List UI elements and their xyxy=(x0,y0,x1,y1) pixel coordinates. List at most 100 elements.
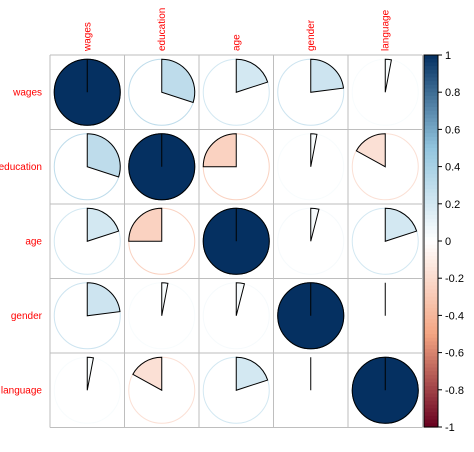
pie-cell-education-education xyxy=(128,133,196,201)
colorbar-tick-label: 0 xyxy=(445,236,451,248)
colorbar-swatch xyxy=(424,136,438,142)
pie-cell-language-education xyxy=(128,356,196,424)
pie-slice xyxy=(310,133,318,167)
colorbar-swatch xyxy=(424,356,438,361)
colorbar-swatch xyxy=(424,181,438,186)
colorbar-tick-label: -0.6 xyxy=(445,348,464,360)
col-label-gender: gender xyxy=(306,19,317,51)
pie-cell-age-language xyxy=(351,207,419,275)
colorbar-swatch xyxy=(424,386,438,391)
pie-cell-language-age xyxy=(202,356,270,424)
colorbar-swatch xyxy=(424,81,438,86)
pie-cell-gender-language xyxy=(351,282,419,350)
colorbar-swatch xyxy=(424,200,438,205)
colorbar-swatch xyxy=(424,192,438,197)
colorbar-swatch xyxy=(424,289,438,294)
colorbar-swatch xyxy=(424,129,438,134)
colorbar-swatch xyxy=(424,248,438,253)
row-label-education: education xyxy=(0,162,42,173)
colorbar-swatch xyxy=(424,237,438,242)
pie-slice xyxy=(310,58,345,93)
pie-cell-wages-education xyxy=(128,58,196,126)
pie-slice xyxy=(235,356,269,391)
colorbar-swatch xyxy=(424,397,438,402)
pie-cell-education-age xyxy=(202,133,270,201)
pie-cell-education-language xyxy=(351,133,419,201)
colorbar-swatch xyxy=(424,188,438,194)
colorbar-swatch xyxy=(424,341,438,346)
col-label-language: language xyxy=(380,9,391,51)
pie-cell-gender-wages xyxy=(53,282,121,350)
pie-slice xyxy=(310,207,320,242)
colorbar-swatch xyxy=(424,229,438,235)
pie-cell-wages-wages xyxy=(53,58,121,126)
colorbar-swatch xyxy=(424,400,438,406)
colorbar-swatch xyxy=(424,73,438,78)
colorbar-swatch xyxy=(424,408,438,413)
colorbar-swatch xyxy=(424,382,438,387)
colorbar-swatch xyxy=(424,389,438,395)
pie-slice xyxy=(161,58,196,104)
pie-slice xyxy=(384,207,418,242)
colorbar-swatch xyxy=(424,326,438,331)
colorbar-tick-label: -0.2 xyxy=(445,273,464,285)
row-label-gender: gender xyxy=(11,311,43,322)
pie-slice xyxy=(235,282,246,316)
colorbar-swatch xyxy=(424,95,438,101)
col-label-wages: wages xyxy=(82,22,93,52)
pie-slice xyxy=(202,133,237,168)
colorbar-swatch xyxy=(424,162,438,168)
row-label-age: age xyxy=(25,236,42,247)
colorbar-tick-label: -0.8 xyxy=(445,385,464,397)
colorbar-swatch xyxy=(424,378,438,383)
colorbar-swatch xyxy=(424,334,438,339)
colorbar-swatch xyxy=(424,404,438,409)
colorbar-swatch xyxy=(424,319,438,324)
colorbar-swatch xyxy=(424,352,438,357)
pie-cells xyxy=(53,58,419,424)
colorbar-swatch xyxy=(424,66,438,71)
colorbar-swatch xyxy=(424,118,438,123)
colorbar-swatch xyxy=(424,211,438,216)
colorbar-swatch xyxy=(424,337,438,343)
colorbar-swatch xyxy=(424,307,438,313)
pie-slice xyxy=(86,133,121,178)
row-label-wages: wages xyxy=(12,87,42,98)
colorbar-swatch xyxy=(424,259,438,264)
colorbar-swatch xyxy=(424,345,438,350)
colorbar-swatch xyxy=(424,177,438,183)
pie-cell-education-wages xyxy=(53,133,121,201)
pie-cell-language-language xyxy=(351,356,419,424)
pie-cell-age-gender xyxy=(277,207,345,275)
colorbar-swatch xyxy=(424,114,438,119)
colorbar-swatch xyxy=(424,159,438,164)
pie-slice xyxy=(132,356,163,392)
colorbar-swatch xyxy=(424,203,438,209)
colorbar-swatch xyxy=(424,296,438,302)
colorbar-swatch xyxy=(424,110,438,116)
pie-slice xyxy=(86,207,120,242)
pie-slice xyxy=(128,207,163,242)
colorbar-swatch xyxy=(424,423,438,428)
colorbar-tick-label: 0.8 xyxy=(445,87,460,99)
colorbar-swatch xyxy=(424,148,438,153)
colorbar-swatch xyxy=(424,62,438,67)
pie-slice xyxy=(235,58,269,93)
colorbar-swatch xyxy=(424,77,438,82)
colorbar-swatch xyxy=(424,155,438,160)
colorbar-swatch xyxy=(424,371,438,376)
colorbar-swatch xyxy=(424,214,438,220)
pie-cell-wages-gender xyxy=(277,58,345,126)
pie-cell-language-wages xyxy=(53,356,121,424)
colorbar-swatch xyxy=(424,252,438,257)
colorbar-swatch xyxy=(424,300,438,305)
colorbar-swatch xyxy=(424,99,438,104)
colorbar-tick-label: -0.4 xyxy=(445,310,464,322)
colorbar-swatch xyxy=(424,144,438,149)
colorbar-swatch xyxy=(424,174,438,179)
pie-slice xyxy=(86,356,95,391)
colorbar-swatch xyxy=(424,270,438,276)
pie-cell-gender-education xyxy=(128,282,196,350)
pie-cell-wages-age xyxy=(202,58,270,126)
colorbar-swatch xyxy=(424,140,438,145)
